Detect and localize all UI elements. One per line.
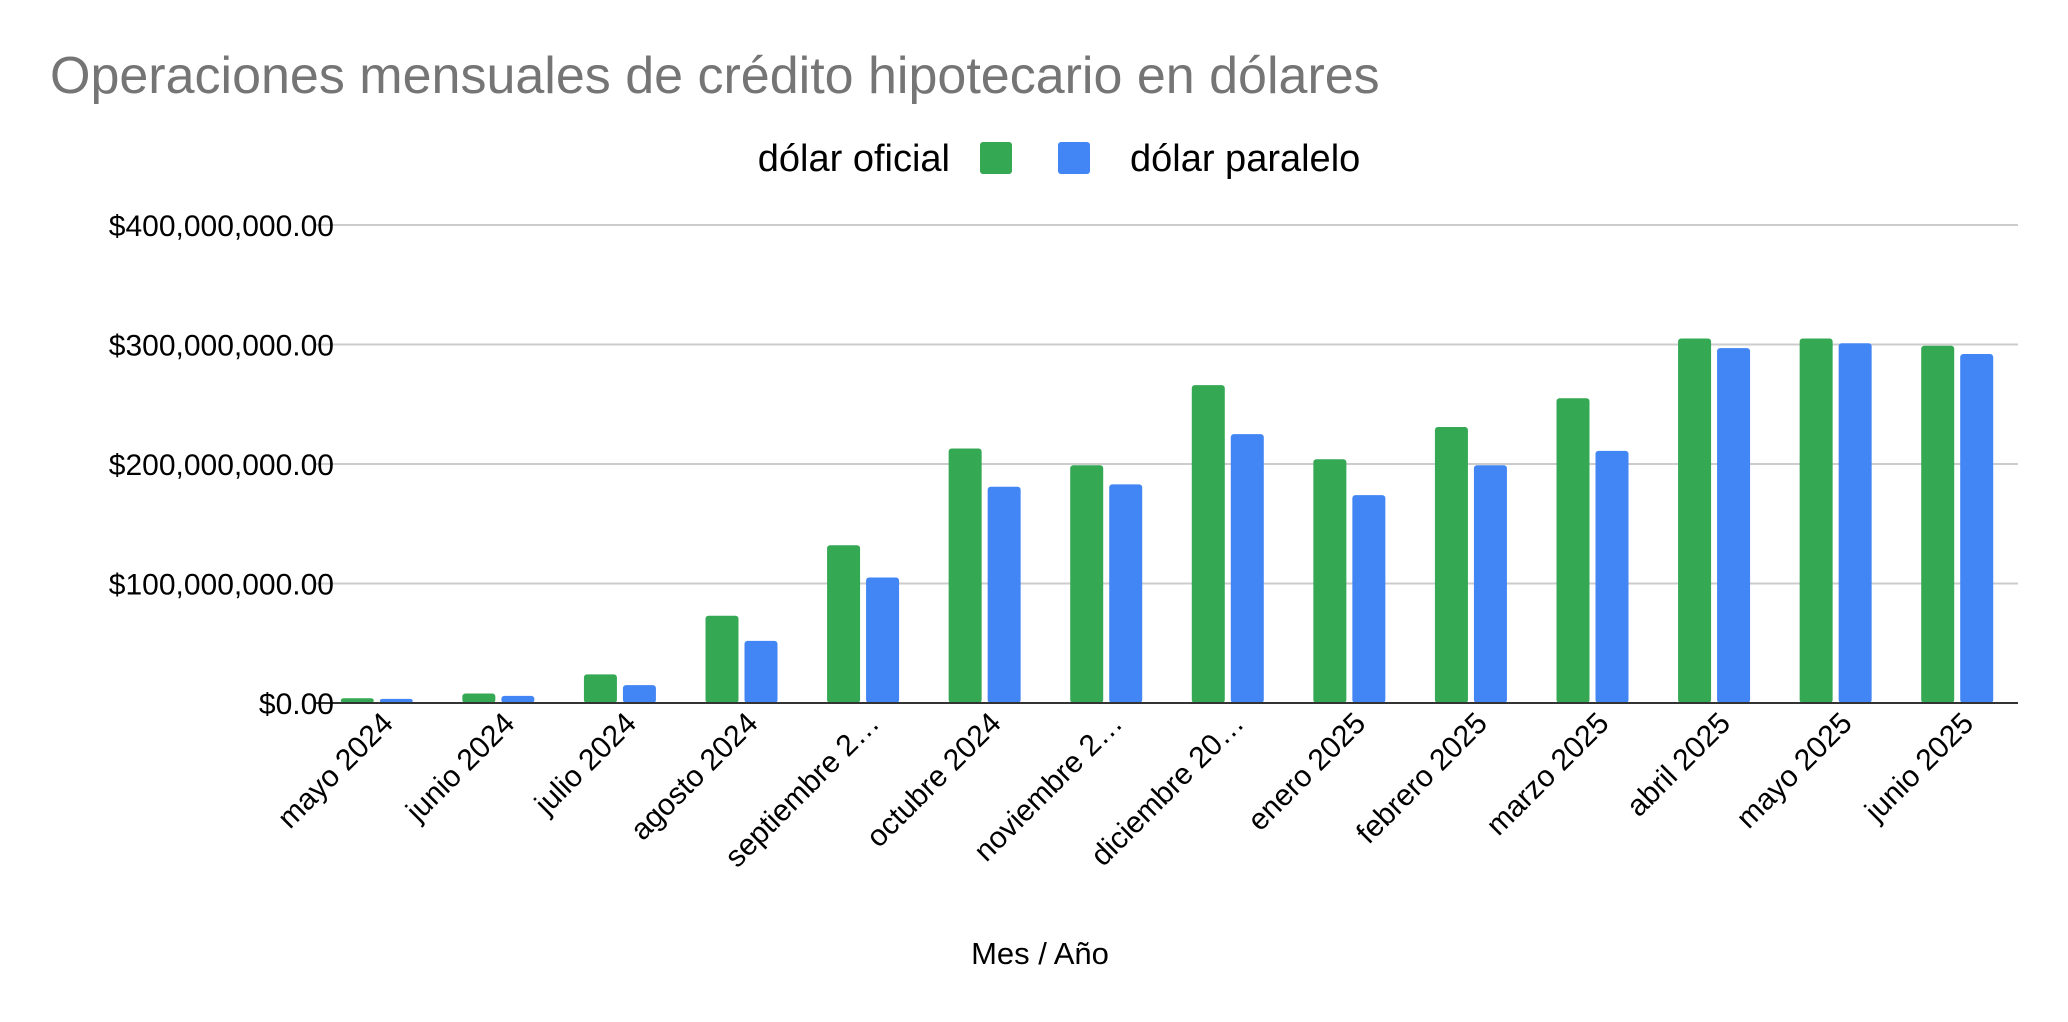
bar-dolar-oficial [1678, 338, 1712, 703]
bar-dolar-paralelo [1473, 465, 1507, 703]
bar-dolar-paralelo [1838, 343, 1872, 703]
legend-swatch-dolar-paralelo [1058, 142, 1090, 174]
y-tick-label: $400,000,000.00 [109, 210, 334, 243]
bar-dolar-paralelo [1109, 484, 1143, 703]
bar-dolar-oficial [1434, 426, 1468, 703]
gridlines [316, 224, 2018, 585]
x-tick-label: febrero 2025 [1350, 707, 1494, 851]
x-axis-title: Mes / Año [971, 936, 1109, 971]
y-tick-labels: $0.00 $100,000,000.00 $200,000,000.00 $300,… [109, 210, 334, 721]
y-tick-label: $200,000,000.00 [109, 449, 334, 482]
legend: dólar oficial dólar paralelo [758, 138, 1360, 180]
bar-dolar-oficial [827, 545, 861, 703]
y-tick-label: $300,000,000.00 [109, 330, 334, 363]
bar-dolar-paralelo [744, 640, 778, 703]
bar-dolar-oficial [948, 448, 982, 703]
bar-dolar-paralelo [866, 577, 900, 703]
bar-dolar-paralelo [622, 685, 656, 703]
bar-dolar-oficial [705, 615, 739, 703]
legend-label-dolar-oficial: dólar oficial [758, 138, 950, 180]
bar-dolar-oficial [1191, 385, 1225, 703]
bar-dolar-paralelo [501, 695, 535, 703]
x-tick-label: mayo 2025 [1730, 707, 1858, 835]
bar-dolar-paralelo [1960, 354, 1994, 703]
chart-title: Operaciones mensuales de crédito hipotec… [50, 47, 1380, 105]
legend-label-dolar-paralelo: dólar paralelo [1130, 138, 1360, 180]
x-tick-label: junio 2024 [399, 707, 521, 829]
bar-dolar-paralelo [1595, 450, 1629, 703]
x-tick-label: abril 2025 [1621, 707, 1738, 824]
y-tick-label: $0.00 [259, 688, 334, 721]
x-tick-label: mayo 2024 [271, 707, 399, 835]
bar-dolar-paralelo [987, 486, 1021, 703]
bar-dolar-oficial [1070, 465, 1104, 703]
y-tick-label: $100,000,000.00 [109, 569, 334, 602]
bar-dolar-paralelo [1230, 434, 1264, 703]
bar-dolar-oficial [462, 693, 496, 703]
bar-dolar-oficial [340, 698, 374, 703]
bars [340, 338, 1994, 703]
bar-dolar-oficial [1556, 398, 1590, 703]
x-tick-label: marzo 2025 [1480, 707, 1615, 842]
x-tick-label: julio 2024 [528, 707, 643, 822]
bar-dolar-oficial [1313, 459, 1347, 703]
bar-dolar-paralelo [379, 698, 413, 703]
x-tick-label: junio 2025 [1858, 707, 1980, 829]
x-tick-label: enero 2025 [1242, 707, 1373, 838]
bar-dolar-paralelo [1717, 348, 1751, 703]
legend-swatch-dolar-oficial [980, 142, 1012, 174]
bar-dolar-oficial [583, 674, 617, 703]
bar-dolar-paralelo [1352, 495, 1386, 703]
bar-dolar-oficial [1921, 345, 1955, 703]
bar-dolar-oficial [1799, 338, 1833, 703]
